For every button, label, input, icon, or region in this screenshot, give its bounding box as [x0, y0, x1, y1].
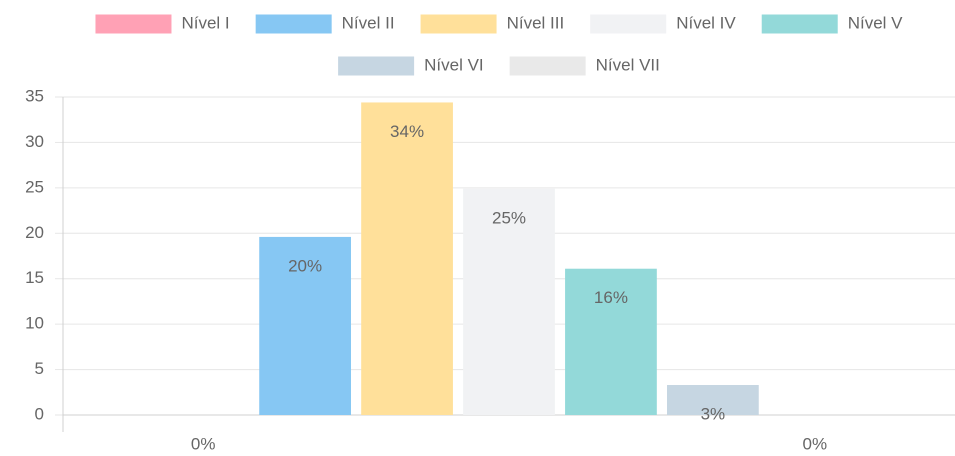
data-label: 16% — [594, 288, 628, 307]
legend-swatch — [420, 14, 497, 34]
bar — [259, 236, 351, 415]
legend-label: Nível VII — [596, 55, 660, 74]
y-tick-label: 10 — [25, 314, 44, 333]
y-tick-label: 20 — [25, 223, 44, 242]
legend-swatch — [761, 14, 838, 34]
bar — [361, 102, 453, 416]
bar — [667, 385, 759, 415]
y-tick-label: 5 — [35, 359, 44, 378]
data-label: 25% — [492, 208, 526, 227]
legend-swatch — [338, 56, 415, 76]
data-label: 0% — [803, 434, 828, 453]
legend-label: Nível V — [848, 13, 903, 32]
y-tick-label: 25 — [25, 177, 44, 196]
data-label: 20% — [288, 256, 322, 275]
legend-swatch — [95, 14, 172, 34]
data-label: 0% — [191, 434, 216, 453]
bar — [463, 188, 555, 415]
y-tick-label: 35 — [25, 86, 44, 105]
legend-swatch — [255, 14, 332, 34]
y-tick-label: 30 — [25, 132, 44, 151]
data-label: 3% — [701, 405, 726, 424]
legend-label: Nível III — [507, 13, 565, 32]
legend-swatch — [590, 14, 667, 34]
legend-label: Nível I — [181, 13, 229, 32]
y-tick-label: 0 — [35, 404, 44, 423]
legend-label: Nível II — [342, 13, 395, 32]
bar — [565, 268, 657, 415]
data-label: 34% — [390, 122, 424, 141]
legend-label: Nível IV — [676, 13, 736, 32]
y-tick-label: 15 — [25, 268, 44, 287]
legend-label: Nível VI — [424, 55, 484, 74]
legend-swatch — [509, 56, 586, 76]
